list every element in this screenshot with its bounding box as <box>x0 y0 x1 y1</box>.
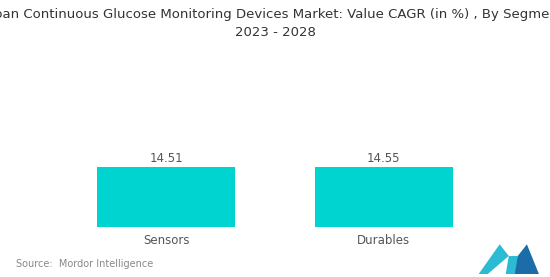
Bar <box>315 167 453 227</box>
Text: Japan Continuous Glucose Monitoring Devices Market: Value CAGR (in %) , By Segme: Japan Continuous Glucose Monitoring Devi… <box>0 8 550 39</box>
Polygon shape <box>506 256 518 274</box>
Text: 14.51: 14.51 <box>149 152 183 165</box>
Text: 14.55: 14.55 <box>367 152 400 165</box>
Bar <box>97 167 235 227</box>
Text: Source:  Mordor Intelligence: Source: Mordor Intelligence <box>16 259 154 269</box>
Polygon shape <box>478 244 509 274</box>
Polygon shape <box>506 244 539 274</box>
